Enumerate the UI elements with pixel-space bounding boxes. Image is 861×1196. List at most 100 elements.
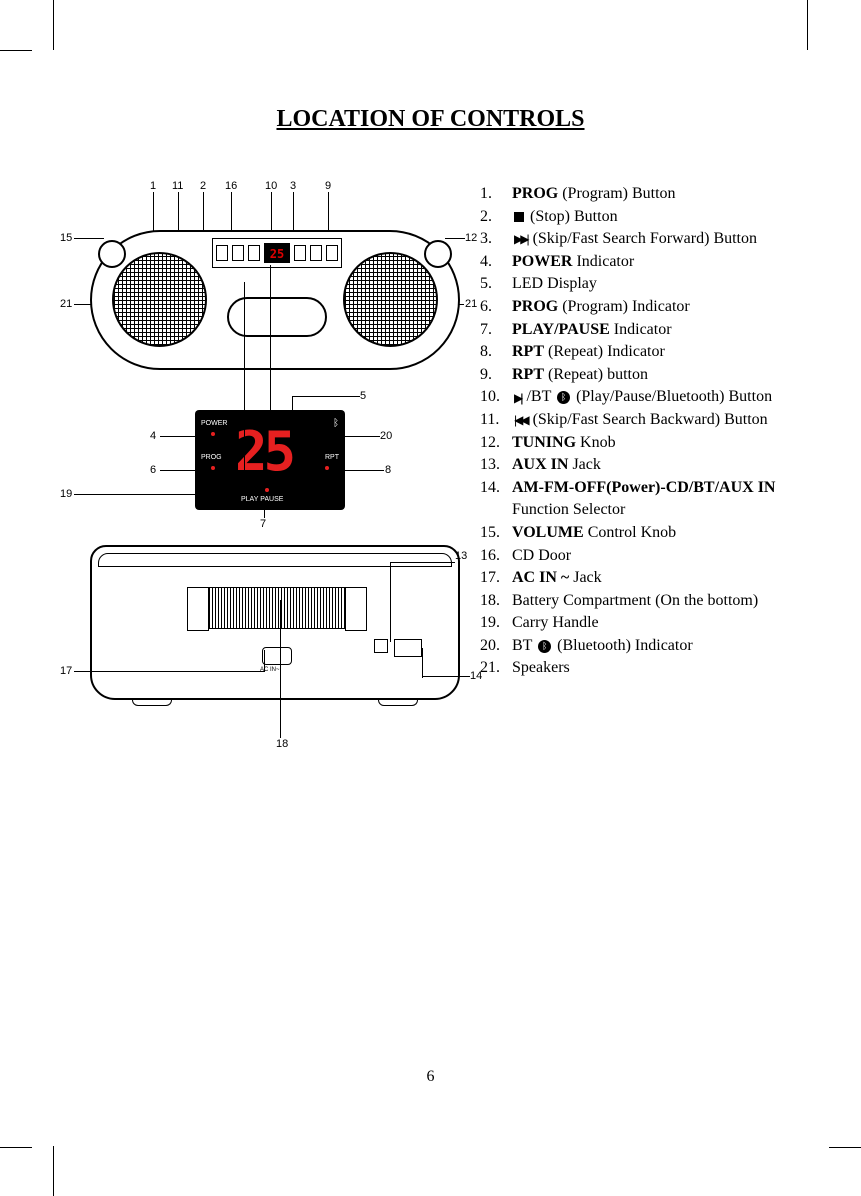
control-panel: 25 — [212, 238, 342, 268]
item-number: 19. — [480, 612, 512, 634]
control-item: 16.CD Door — [480, 545, 840, 567]
control-item: 5.LED Display — [480, 273, 840, 295]
speaker-right — [343, 252, 438, 347]
item-number: 20. — [480, 635, 512, 657]
callout-21r: 21 — [465, 298, 477, 310]
bluetooth-icon: ᛒ — [557, 391, 570, 404]
volume-knob — [98, 240, 126, 268]
item-number: 2. — [480, 206, 512, 228]
bluetooth-icon: ᛒ — [538, 640, 551, 653]
item-text: BT ᛒ (Bluetooth) Indicator — [512, 635, 840, 657]
foot-right — [378, 698, 418, 706]
callout-8: 8 — [385, 464, 391, 476]
control-item: 15.VOLUME Control Knob — [480, 522, 840, 544]
item-text: Battery Compartment (On the bottom) — [512, 590, 840, 612]
callout-5: 5 — [360, 390, 366, 402]
ff-btn — [310, 245, 322, 261]
item-text: RPT (Repeat) button — [512, 364, 840, 386]
callout-4: 4 — [150, 430, 156, 442]
callout-18: 18 — [276, 738, 288, 750]
item-number: 12. — [480, 432, 512, 454]
rewind-icon: |◀◀ — [514, 412, 527, 428]
control-item: 12.TUNING Knob — [480, 432, 840, 454]
control-item: 13.AUX IN Jack — [480, 454, 840, 476]
item-text: AC IN ~ Jack — [512, 567, 840, 589]
crop-mark — [0, 1147, 32, 1148]
control-item: 9.RPT (Repeat) button — [480, 364, 840, 386]
callout-13: 13 — [455, 550, 467, 562]
control-item: 1.PROG (Program) Button — [480, 183, 840, 205]
item-number: 10. — [480, 386, 512, 408]
callout-2: 2 — [200, 180, 206, 192]
callout-11: 11 — [172, 180, 183, 192]
page-title: LOCATION OF CONTROLS — [0, 106, 861, 133]
item-text: RPT (Repeat) Indicator — [512, 341, 840, 363]
aux-jack — [374, 639, 388, 653]
stop-icon — [514, 212, 524, 222]
callout-1: 1 — [150, 180, 156, 192]
crop-mark — [807, 0, 808, 50]
control-item: 2. (Stop) Button — [480, 206, 840, 228]
item-number: 3. — [480, 228, 512, 250]
play-pause-label: PLAY PAUSE — [241, 496, 283, 503]
item-text: PLAY/PAUSE Indicator — [512, 319, 840, 341]
tuning-knob — [424, 240, 452, 268]
item-text: CD Door — [512, 545, 840, 567]
crop-mark — [53, 0, 54, 50]
item-number: 5. — [480, 273, 512, 295]
item-number: 11. — [480, 409, 512, 431]
rpt-btn — [326, 245, 338, 261]
callout-17: 17 — [60, 665, 72, 677]
item-number: 13. — [480, 454, 512, 476]
callout-19: 19 — [60, 488, 72, 500]
item-text: Carry Handle — [512, 612, 840, 634]
prog-label: PROG — [201, 454, 222, 461]
item-text: ▶|| /BT ᛒ (Play/Pause/Bluetooth) Button — [512, 386, 840, 408]
power-dot — [211, 432, 215, 436]
control-item: 4.POWER Indicator — [480, 251, 840, 273]
control-item: 19.Carry Handle — [480, 612, 840, 634]
speaker-left — [112, 252, 207, 347]
item-number: 21. — [480, 657, 512, 679]
callout-10: 10 — [265, 180, 277, 192]
item-number: 14. — [480, 477, 512, 499]
callout-12: 12 — [465, 232, 477, 244]
foot-left — [132, 698, 172, 706]
item-number: 4. — [480, 251, 512, 273]
item-number: 7. — [480, 319, 512, 341]
item-text: LED Display — [512, 273, 840, 295]
item-number: 16. — [480, 545, 512, 567]
callout-7: 7 — [260, 518, 266, 530]
mini-led: 25 — [264, 243, 290, 263]
item-number: 15. — [480, 522, 512, 544]
control-item: 6.PROG (Program) Indicator — [480, 296, 840, 318]
item-text: PROG (Program) Button — [512, 183, 840, 205]
pp-dot — [265, 488, 269, 492]
item-number: 18. — [480, 590, 512, 612]
item-text: TUNING Knob — [512, 432, 840, 454]
led-digits: 25 — [235, 422, 315, 482]
item-text: VOLUME Control Knob — [512, 522, 840, 544]
item-text: Speakers — [512, 657, 840, 679]
rw-btn — [232, 245, 244, 261]
item-number: 6. — [480, 296, 512, 318]
crop-mark — [0, 50, 32, 51]
callout-3: 3 — [290, 180, 296, 192]
crop-mark — [829, 1147, 861, 1148]
control-item: 17.AC IN ~ Jack — [480, 567, 840, 589]
crop-mark — [53, 1146, 54, 1196]
handle-cutout — [227, 297, 327, 337]
item-text: POWER Indicator — [512, 251, 840, 273]
control-item: 11.|◀◀ (Skip/Fast Search Backward) Butto… — [480, 409, 840, 431]
item-text: ▶▶| (Skip/Fast Search Forward) Button — [512, 228, 840, 250]
control-item: 7.PLAY/PAUSE Indicator — [480, 319, 840, 341]
item-number: 9. — [480, 364, 512, 386]
callout-21l: 21 — [60, 298, 72, 310]
page-number: 6 — [0, 1068, 861, 1086]
controls-list: 1.PROG (Program) Button2. (Stop) Button3… — [480, 183, 840, 680]
control-item: 14.AM-FM-OFF(Power)-CD/BT/AUX IN — [480, 477, 840, 499]
rpt-dot — [325, 466, 329, 470]
callout-16: 16 — [225, 180, 237, 192]
item-number: 8. — [480, 341, 512, 363]
item-text: AM-FM-OFF(Power)-CD/BT/AUX IN — [512, 477, 840, 499]
